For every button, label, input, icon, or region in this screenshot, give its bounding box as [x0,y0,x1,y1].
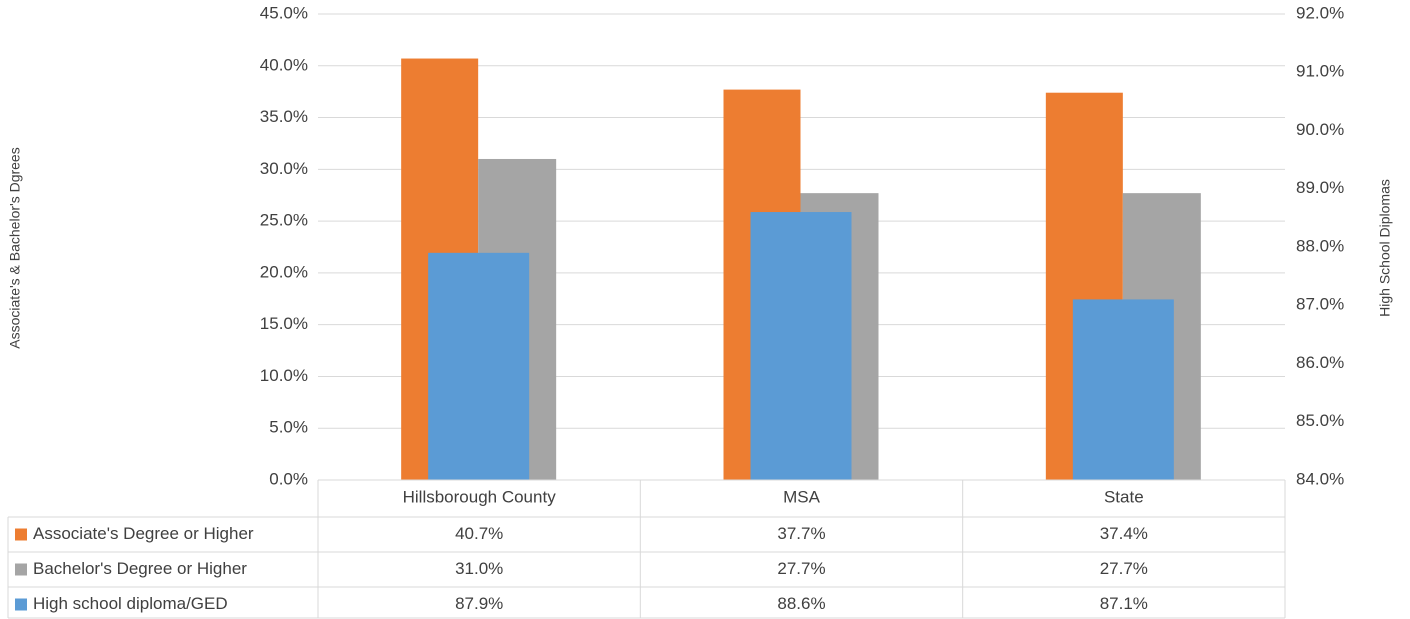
legend-swatch [15,598,27,611]
table-value: 87.1% [1100,594,1148,613]
y-axis-title: Associate's & Bachelor's Dgrees [7,147,23,348]
table-value: 37.7% [777,524,825,543]
x-tick-label: State [1104,487,1144,506]
table-value: 88.6% [777,594,825,613]
y-tick-label: 0.0% [269,469,308,488]
legend-label: Associate's Degree or Higher [33,524,254,543]
bar [750,212,852,481]
y-tick-label: 30.0% [260,159,308,178]
y2-tick-label: 90.0% [1296,120,1344,139]
y2-tick-label: 86.0% [1296,353,1344,372]
bar [1072,299,1174,480]
table-value: 27.7% [1100,559,1148,578]
legend-swatch [15,528,27,541]
y-tick-label: 25.0% [260,211,308,230]
y2-tick-label: 85.0% [1296,411,1344,430]
legend-label: High school diploma/GED [33,594,228,613]
y-tick-label: 15.0% [260,314,308,333]
legend-swatch [15,563,27,576]
y-tick-label: 5.0% [269,418,308,437]
y2-tick-label: 91.0% [1296,62,1344,81]
y-tick-label: 45.0% [260,3,308,22]
x-tick-label: Hillsborough County [403,487,557,506]
x-tick-label: MSA [783,487,821,506]
bar [428,252,530,480]
table-value: 37.4% [1100,524,1148,543]
table-value: 27.7% [777,559,825,578]
y2-tick-label: 88.0% [1296,236,1344,255]
table-value: 40.7% [455,524,503,543]
y2-tick-label: 92.0% [1296,3,1344,22]
y2-axis-title: High School Diplomas [1377,179,1393,317]
y2-tick-label: 89.0% [1296,178,1344,197]
y-tick-label: 35.0% [260,107,308,126]
y2-tick-label: 87.0% [1296,295,1344,314]
y-tick-label: 20.0% [260,262,308,281]
table-value: 31.0% [455,559,503,578]
table-value: 87.9% [455,594,503,613]
legend-label: Bachelor's Degree or Higher [33,559,247,578]
y-tick-label: 40.0% [260,55,308,74]
y-tick-label: 10.0% [260,366,308,385]
y2-tick-label: 84.0% [1296,469,1344,488]
